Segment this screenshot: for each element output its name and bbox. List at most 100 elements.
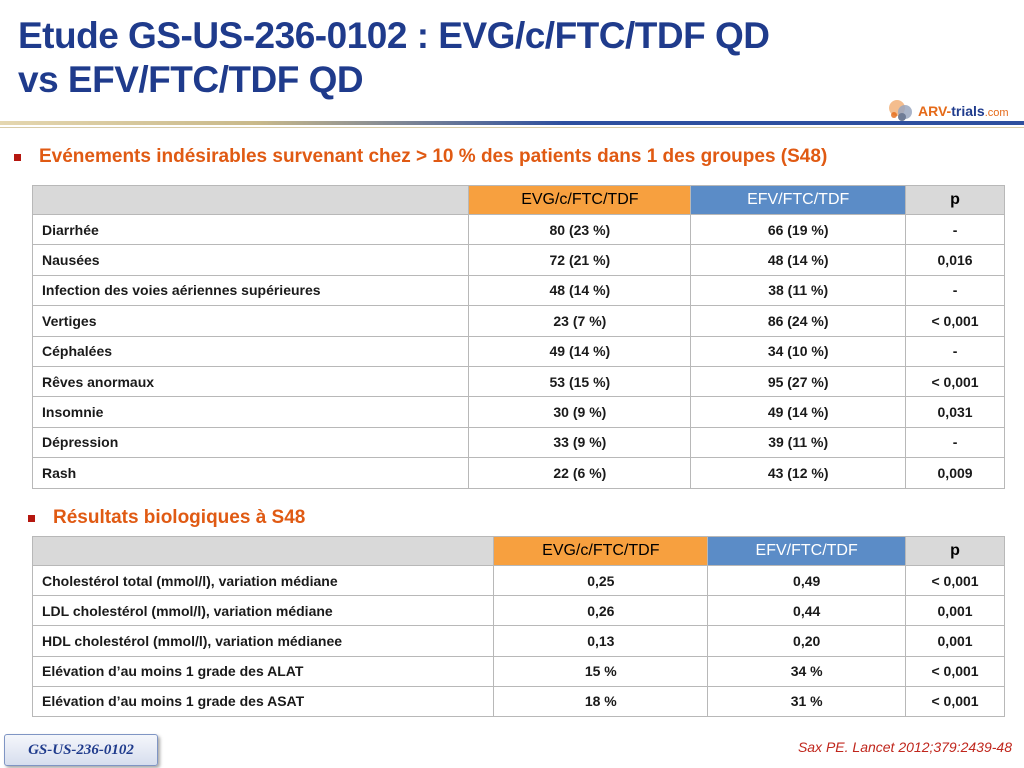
cell-p: < 0,001 [905, 685, 1005, 717]
table-row: Cholestérol total (mmol/l), variation mé… [31, 564, 1005, 597]
cell-p: < 0,001 [905, 305, 1005, 337]
cell-efv: 31 % [707, 685, 907, 717]
table-row: Vertiges 23 (7 %) 86 (24 %) < 0,001 [31, 305, 1005, 337]
cell-efv: 34 % [707, 655, 907, 687]
header-evg: EVG/c/FTC/TDF [493, 536, 709, 566]
bullet-square-icon [28, 514, 35, 522]
bullet-square-icon [14, 153, 21, 161]
cell-p: - [905, 274, 1005, 307]
row-label: Vertiges [31, 305, 470, 337]
reference-citation: Sax PE. Lancet 2012;379:2439-48 [797, 739, 1012, 755]
cell-evg: 18 % [493, 685, 709, 717]
header-p: p [905, 185, 1005, 215]
header-p: p [905, 536, 1005, 566]
section-heading-adverse-events: Evénements indésirables survenant chez >… [14, 146, 827, 168]
slide-title: Etude GS-US-236-0102 : EVG/c/FTC/TDF QD … [18, 14, 770, 102]
table-row: Céphalées 49 (14 %) 34 (10 %) - [31, 335, 1005, 367]
arv-trials-logo: ARV-trials.com [886, 96, 1009, 126]
row-label: Nausées [31, 244, 470, 276]
slide-title-line-2: vs EFV/FTC/TDF QD [18, 59, 364, 100]
cell-efv: 34 (10 %) [690, 335, 907, 367]
cell-efv: 0,44 [707, 595, 907, 627]
cell-p: 0,016 [905, 244, 1005, 276]
cell-evg: 30 (9 %) [468, 396, 692, 428]
header-efv: EFV/FTC/TDF [690, 185, 907, 215]
table-row: Infection des voies aériennes supérieure… [31, 274, 1005, 307]
row-label: Infection des voies aériennes supérieure… [31, 274, 470, 307]
cell-evg: 72 (21 %) [468, 244, 692, 276]
section-heading-text: Résultats biologiques à S48 [53, 507, 306, 528]
study-tag: GS-US-236-0102 [4, 734, 158, 766]
cell-evg: 49 (14 %) [468, 335, 692, 367]
table-row: Rash 22 (6 %) 43 (12 %) 0,009 [31, 457, 1005, 489]
table-row: Rêves anormaux 53 (15 %) 95 (27 %) < 0,0… [31, 365, 1005, 398]
adverse-events-table: EVG/c/FTC/TDF EFV/FTC/TDF p Diarrhée 80 … [31, 185, 1005, 489]
section-heading-biology: Résultats biologiques à S48 [28, 507, 305, 529]
row-label: Rêves anormaux [31, 365, 470, 398]
row-label: Cholestérol total (mmol/l), variation mé… [31, 564, 495, 597]
cell-efv: 38 (11 %) [690, 274, 907, 307]
table-header-row: EVG/c/FTC/TDF EFV/FTC/TDF p [31, 185, 1005, 215]
row-label: Elévation d’au moins 1 grade des ASAT [31, 685, 495, 717]
table-row: Diarrhée 80 (23 %) 66 (19 %) - [31, 213, 1005, 246]
table-row: Elévation d’au moins 1 grade des ALAT 15… [31, 655, 1005, 687]
section-heading-text: Evénements indésirables survenant chez >… [39, 146, 828, 167]
cell-efv: 66 (19 %) [690, 213, 907, 246]
table-row: Elévation d’au moins 1 grade des ASAT 18… [31, 685, 1005, 717]
cell-efv: 49 (14 %) [690, 396, 907, 428]
title-underline [0, 121, 1024, 125]
row-label: Diarrhée [31, 213, 470, 246]
cell-evg: 80 (23 %) [468, 213, 692, 246]
cell-evg: 33 (9 %) [468, 426, 692, 459]
cell-p: < 0,001 [905, 365, 1005, 398]
table-row: Dépression 33 (9 %) 39 (11 %) - [31, 426, 1005, 459]
title-underline-thin [0, 127, 1024, 128]
header-efv: EFV/FTC/TDF [707, 536, 907, 566]
cell-efv: 39 (11 %) [690, 426, 907, 459]
row-label: Dépression [31, 426, 470, 459]
row-label: Elévation d’au moins 1 grade des ALAT [31, 655, 495, 687]
biology-results-table: EVG/c/FTC/TDF EFV/FTC/TDF p Cholestérol … [31, 536, 1005, 717]
table-row: Nausées 72 (21 %) 48 (14 %) 0,016 [31, 244, 1005, 276]
header-empty-cell [31, 536, 495, 566]
cell-p: 0,031 [905, 396, 1005, 428]
cell-p: < 0,001 [905, 564, 1005, 597]
logo-trials: trials [951, 103, 985, 119]
table-header-row: EVG/c/FTC/TDF EFV/FTC/TDF p [31, 536, 1005, 566]
table-row: HDL cholestérol (mmol/l), variation médi… [31, 625, 1005, 657]
row-label: Céphalées [31, 335, 470, 367]
row-label: Insomnie [31, 396, 470, 428]
cell-evg: 15 % [493, 655, 709, 687]
cell-efv: 0,20 [707, 625, 907, 657]
cell-efv: 0,49 [707, 564, 907, 597]
cell-evg: 22 (6 %) [468, 457, 692, 489]
logo-com: .com [984, 107, 1009, 119]
cell-efv: 95 (27 %) [690, 365, 907, 398]
cell-evg: 48 (14 %) [468, 274, 692, 307]
cell-p: 0,001 [905, 625, 1005, 657]
cell-p: 0,001 [905, 595, 1005, 627]
logo-text: ARV-trials.com [918, 103, 1009, 119]
cell-efv: 43 (12 %) [690, 457, 907, 489]
row-label: LDL cholestérol (mmol/l), variation médi… [31, 595, 495, 627]
cell-evg: 0,25 [493, 564, 709, 597]
table-row: LDL cholestérol (mmol/l), variation médi… [31, 595, 1005, 627]
cell-evg: 0,26 [493, 595, 709, 627]
cell-p: - [905, 426, 1005, 459]
header-empty-cell [31, 185, 470, 215]
logo-mark-icon [886, 97, 916, 125]
logo-dash: - [946, 103, 952, 119]
cell-p: < 0,001 [905, 655, 1005, 687]
cell-evg: 0,13 [493, 625, 709, 657]
header-evg: EVG/c/FTC/TDF [468, 185, 692, 215]
slide-title-line-1: Etude GS-US-236-0102 : EVG/c/FTC/TDF QD [18, 15, 770, 56]
cell-efv: 48 (14 %) [690, 244, 907, 276]
cell-evg: 53 (15 %) [468, 365, 692, 398]
cell-evg: 23 (7 %) [468, 305, 692, 337]
logo-arv: ARV [918, 103, 947, 119]
row-label: Rash [31, 457, 470, 489]
row-label: HDL cholestérol (mmol/l), variation médi… [31, 625, 495, 657]
cell-efv: 86 (24 %) [690, 305, 907, 337]
cell-p: 0,009 [905, 457, 1005, 489]
cell-p: - [905, 213, 1005, 246]
